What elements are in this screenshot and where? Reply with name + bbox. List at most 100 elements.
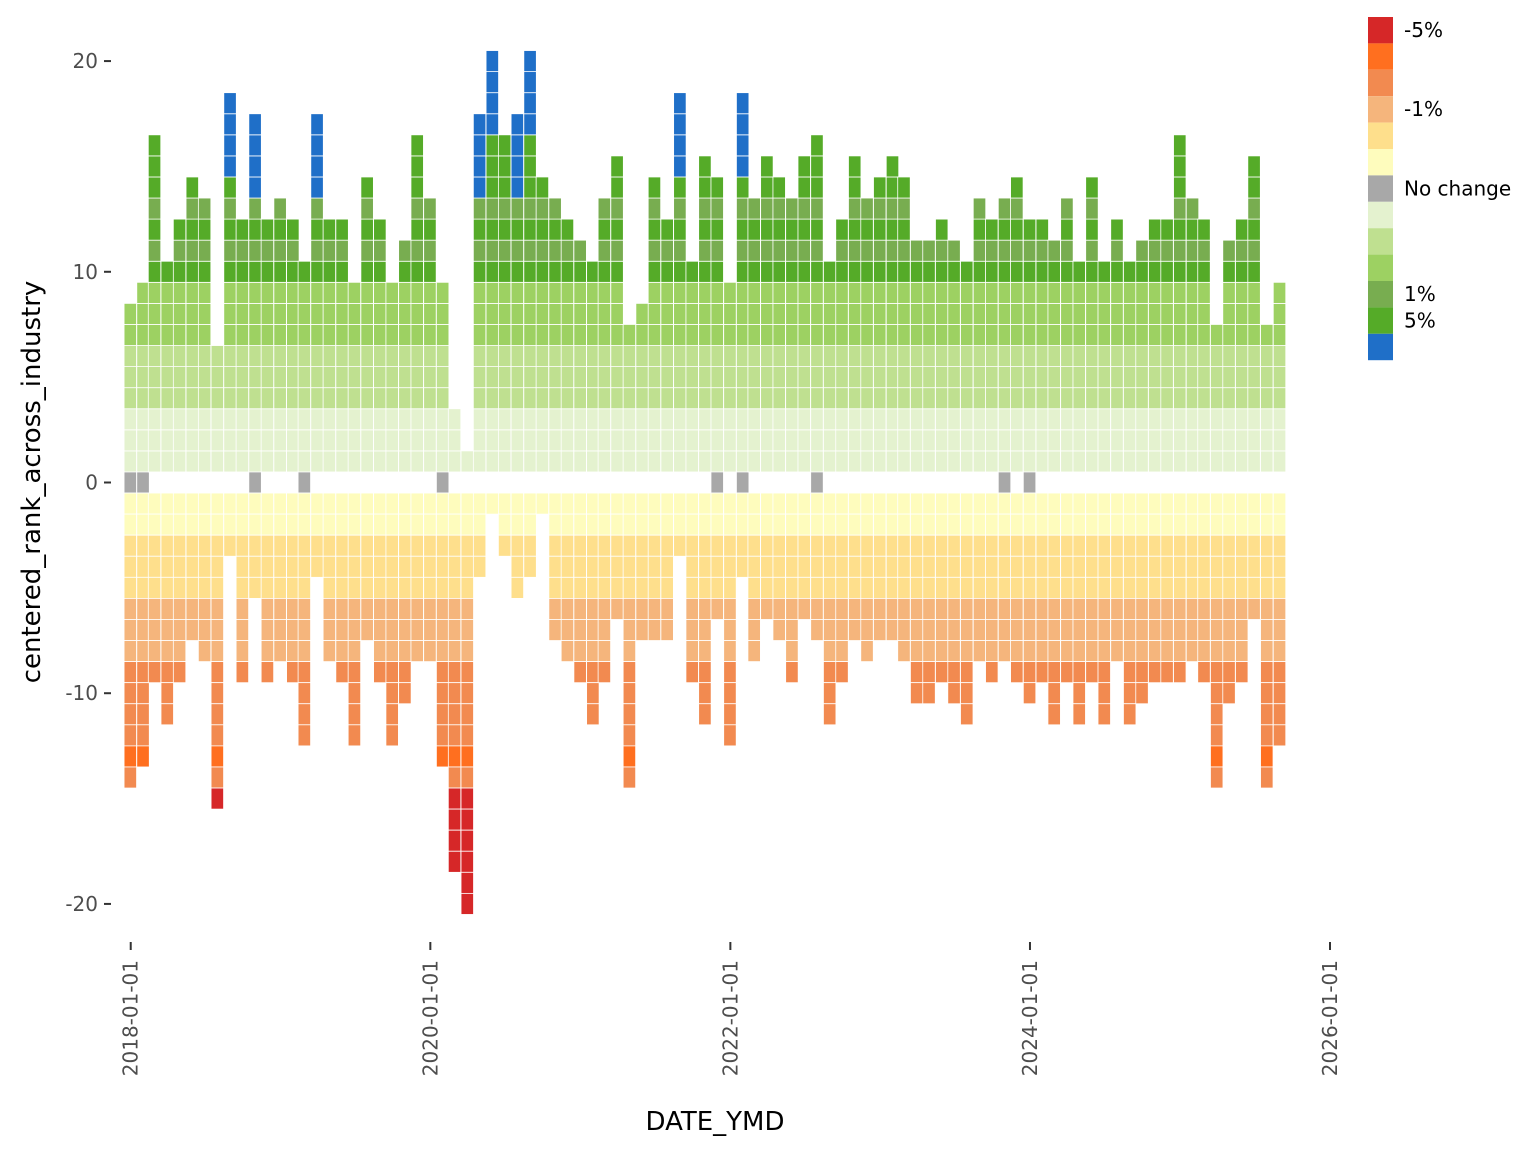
tile-pos [223,218,237,241]
tile-pos [523,197,537,220]
tile-pos [136,345,150,368]
tile-pos [885,408,900,431]
tile-pos [1247,176,1261,199]
tile-pos [797,302,811,325]
tile-pos [472,345,487,368]
tile-pos [848,281,862,304]
tile-pos [136,387,150,410]
tile-pos [497,324,512,346]
tile-pos [197,218,212,241]
tile-pos [1173,281,1187,304]
tile-pos [573,260,587,283]
tile-pos [472,176,487,199]
tile-pos [897,281,911,304]
tile-pos [360,387,374,410]
tile-pos [647,387,662,410]
tile-neg [747,597,761,620]
tile-neg [1022,661,1037,684]
tile-pos [335,324,349,346]
tile-pos [497,450,512,473]
tile-pos [335,345,349,368]
tile-neg [573,492,587,515]
tile-neg [897,619,911,641]
tile-pos [785,387,799,410]
tile-neg [447,829,462,852]
tile-neg [1123,576,1137,599]
tile-pos [1072,281,1086,304]
tile-pos [1123,302,1137,325]
tile-neg [1110,555,1124,578]
tile-pos [197,239,212,262]
tile-pos [1185,281,1200,304]
tile-pos [1123,450,1137,473]
tile-pos [573,345,587,368]
tile-neg [1072,513,1086,536]
tile-neg [260,597,275,620]
tile-pos [223,429,237,452]
tile-neg [772,534,786,557]
tile-neg [1160,619,1174,641]
tile-pos [1135,345,1149,368]
tile-pos [510,450,524,473]
tile-neg [935,492,949,515]
tile-neg [1135,492,1149,515]
tile-pos [485,92,499,115]
tile-neg [1185,597,1200,620]
tile-pos [997,239,1012,262]
tile-neg [1135,640,1149,663]
tile-neg [1010,661,1024,684]
tile-pos [823,260,837,283]
tile-neg [1047,492,1061,515]
tile-neg [160,492,174,515]
tile-pos [597,429,612,452]
tile-neg [160,534,174,557]
tile-pos [835,324,849,346]
tile-pos [736,302,750,325]
tile-neg [460,640,474,663]
tile-neg [360,576,374,599]
tile-pos [123,366,137,389]
tile-pos [736,218,750,241]
tile-neg [1110,492,1124,515]
tile-pos [223,302,237,325]
tile-pos [710,366,724,389]
x-tick-label: 2026-01-01 [1318,960,1342,1076]
tile-neg [635,492,649,515]
tile-pos [873,260,887,283]
tile-neg [322,513,337,536]
tile-neg [760,555,774,578]
tile-neg [935,640,949,663]
tile-neg [1272,724,1287,747]
tile-neg [660,555,674,578]
tile-pos [210,429,224,452]
tile-neg [1210,703,1224,726]
tile-pos [760,408,774,431]
tile-neg [1123,661,1137,684]
tile-pos [360,408,374,431]
tile-pos [922,239,936,262]
tile-neg [573,555,587,578]
tile-pos [710,197,724,220]
tile-neg [660,576,674,599]
tile-neg [460,492,474,515]
tile-pos [1173,218,1187,241]
tile-pos [997,345,1012,368]
tile-pos [410,324,424,346]
tile-neg [160,661,174,684]
tile-neg [347,724,362,747]
tile-pos [610,281,624,304]
tile-neg [997,597,1012,620]
tile-pos [922,281,936,304]
tile-neg [747,534,761,557]
tile-pos [848,302,862,325]
tile-pos [1022,218,1037,241]
tile-neg [586,703,600,726]
tile-pos [698,324,712,346]
tile-neg [660,513,674,536]
tile-pos [710,450,724,473]
tile-pos [810,197,824,220]
tile-pos [436,366,450,389]
tile-pos [635,302,649,325]
tile-pos [286,408,300,431]
legend-swatch [1368,281,1393,308]
